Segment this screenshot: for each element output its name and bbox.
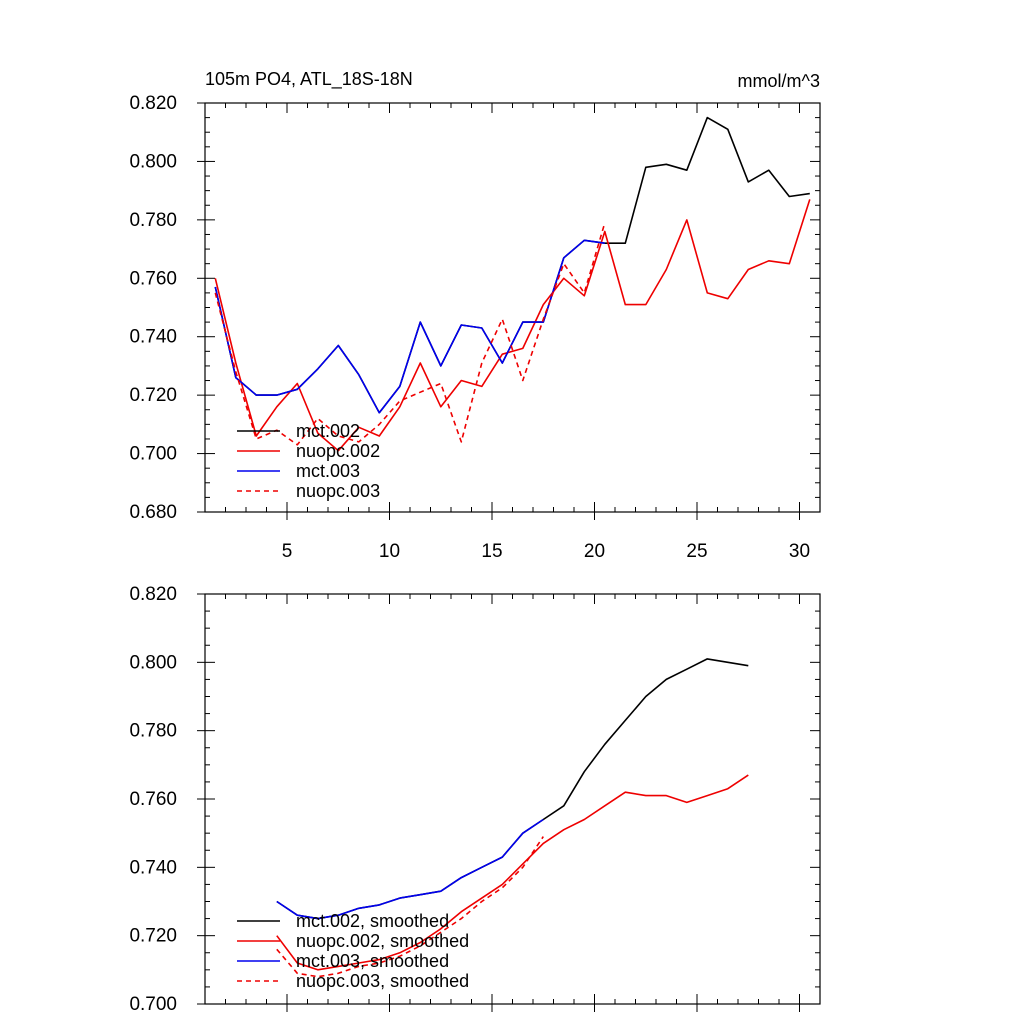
x-tick-label: 5 (282, 541, 293, 562)
y-tick-label: 0.740 (129, 857, 177, 878)
series-line (276, 658, 749, 920)
y-tick-label: 0.700 (129, 444, 177, 465)
y-tick-label: 0.780 (129, 721, 177, 742)
series-line (276, 836, 544, 978)
legend-label: nuopc.003 (296, 481, 380, 501)
x-tick-label: 10 (379, 541, 400, 562)
y-tick-label: 0.760 (129, 789, 177, 810)
units-label: mmol/m^3 (738, 71, 820, 91)
legend-label: mct.002, smoothed (296, 911, 449, 931)
y-tick-label: 0.680 (129, 502, 177, 523)
series-line (214, 222, 606, 446)
y-tick-label: 0.800 (129, 652, 177, 673)
y-tick-label: 0.720 (129, 926, 177, 947)
chart-title: 105m PO4, ATL_18S-18N (205, 69, 413, 90)
series-line (276, 774, 749, 971)
x-tick-label: 30 (789, 541, 810, 562)
top-panel: 105m PO4, ATL_18S-18N mmol/m^3 0.680 0.70… (129, 69, 821, 562)
y-tick-label: 0.780 (129, 210, 177, 231)
series-line (214, 116, 810, 414)
legend-label: nuopc.003, smoothed (296, 971, 469, 991)
y-tick-label: 0.720 (129, 385, 177, 406)
legend-label: nuopc.002 (296, 441, 380, 461)
x-tick-label: 25 (686, 541, 707, 562)
legend-label: nuopc.002, smoothed (296, 931, 469, 951)
y-tick-label: 0.700 (129, 994, 177, 1015)
series-line (214, 199, 811, 452)
legend-label: mct.003 (296, 461, 360, 481)
x-tick-label: 15 (481, 541, 502, 562)
legend-label: mct.003, smoothed (296, 951, 449, 971)
x-tick-label: 20 (584, 541, 605, 562)
y-tick-label: 0.820 (129, 584, 177, 605)
series-line (276, 818, 544, 920)
bottom-panel: 0.700 0.720 0.740 0.760 0.780 0.800 0.820 mct.0… (129, 584, 821, 1015)
y-tick-label: 0.740 (129, 327, 177, 348)
y-tick-label: 0.800 (129, 151, 177, 172)
y-tick-label: 0.820 (129, 93, 177, 114)
y-tick-label: 0.760 (129, 268, 177, 289)
legend-label: mct.002 (296, 421, 360, 441)
series-line (214, 239, 605, 414)
